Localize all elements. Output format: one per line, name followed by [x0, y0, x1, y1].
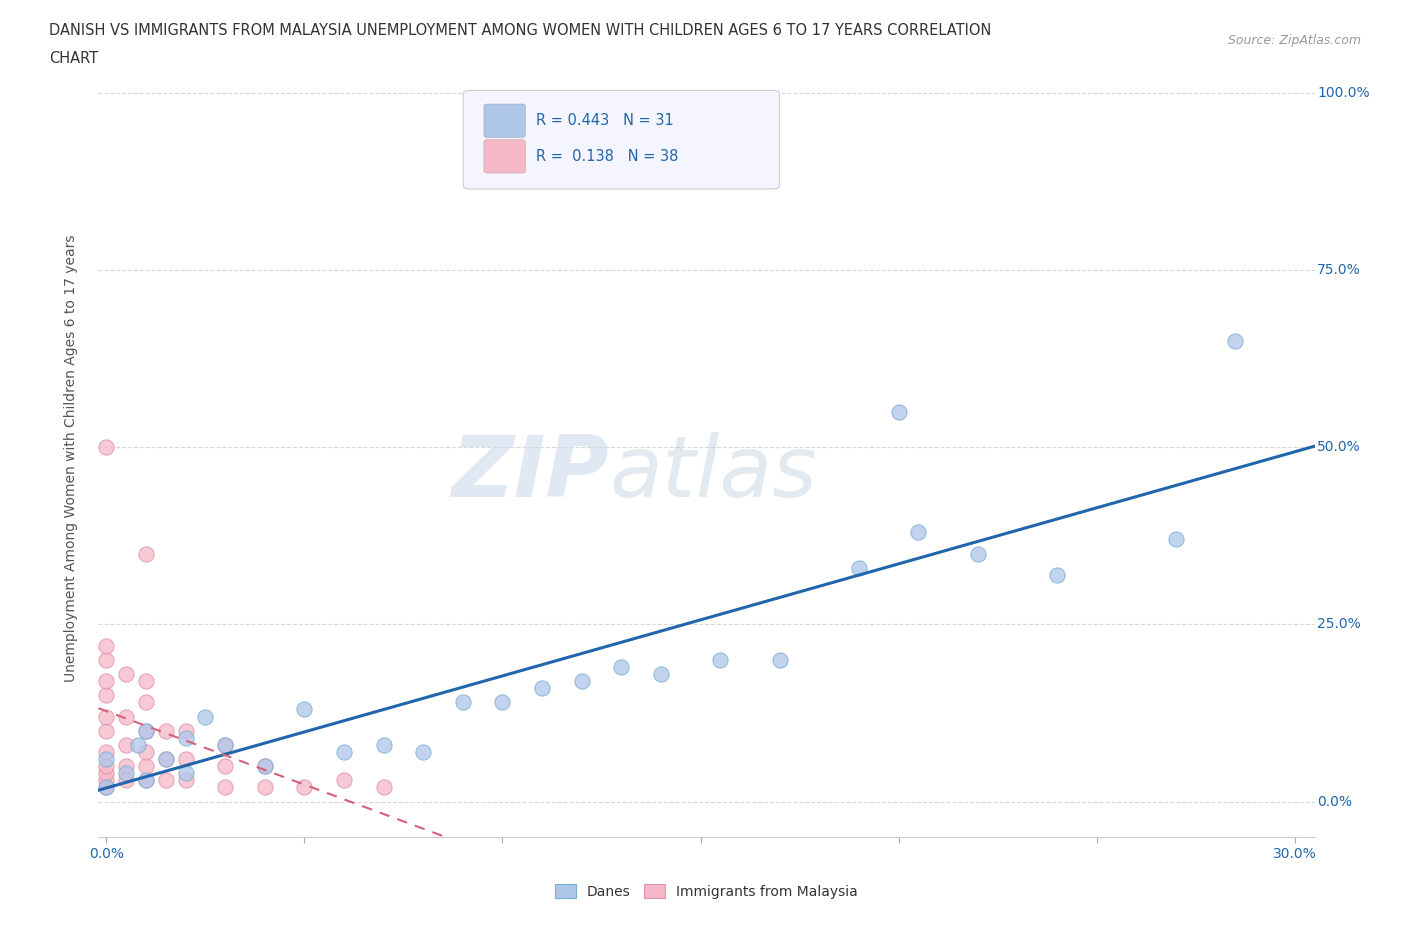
Point — [333, 745, 356, 760]
Point — [412, 745, 434, 760]
Point — [96, 773, 118, 788]
Point — [135, 773, 157, 788]
Point — [115, 773, 138, 788]
Point — [451, 695, 474, 710]
Text: 0.0%: 0.0% — [1317, 794, 1353, 808]
Point — [491, 695, 513, 710]
Point — [96, 724, 118, 738]
Point — [96, 688, 118, 703]
Point — [214, 780, 236, 795]
Text: CHART: CHART — [49, 51, 98, 66]
Point — [907, 525, 929, 539]
Point — [155, 751, 177, 766]
Point — [174, 751, 197, 766]
Point — [214, 737, 236, 752]
Point — [887, 405, 910, 419]
Point — [373, 780, 395, 795]
Y-axis label: Unemployment Among Women with Children Ages 6 to 17 years: Unemployment Among Women with Children A… — [63, 234, 77, 682]
Point — [96, 765, 118, 780]
Text: R = 0.443   N = 31: R = 0.443 N = 31 — [536, 113, 673, 128]
Point — [214, 759, 236, 774]
Point — [135, 546, 157, 561]
Point — [115, 737, 138, 752]
Point — [571, 673, 593, 688]
Text: 25.0%: 25.0% — [1317, 618, 1361, 631]
Point — [1225, 334, 1247, 349]
Point — [1046, 567, 1069, 582]
Point — [135, 724, 157, 738]
Point — [135, 695, 157, 710]
Point — [848, 561, 870, 576]
Point — [610, 659, 633, 674]
Point — [253, 780, 276, 795]
Point — [769, 653, 792, 668]
Point — [115, 765, 138, 780]
Point — [96, 653, 118, 668]
Text: R =  0.138   N = 38: R = 0.138 N = 38 — [536, 149, 679, 164]
Point — [135, 724, 157, 738]
Text: ZIP: ZIP — [451, 432, 609, 514]
Point — [115, 759, 138, 774]
Point — [115, 710, 138, 724]
Point — [135, 773, 157, 788]
Point — [135, 745, 157, 760]
Point — [531, 681, 554, 696]
Point — [127, 737, 149, 752]
FancyBboxPatch shape — [484, 140, 526, 173]
Point — [155, 724, 177, 738]
Point — [650, 667, 672, 682]
Point — [96, 673, 118, 688]
Point — [253, 759, 276, 774]
Point — [96, 780, 118, 795]
FancyBboxPatch shape — [464, 90, 779, 189]
Point — [174, 724, 197, 738]
Point — [96, 710, 118, 724]
Point — [135, 759, 157, 774]
FancyBboxPatch shape — [484, 104, 526, 138]
Point — [967, 546, 990, 561]
Point — [709, 653, 731, 668]
Point — [174, 765, 197, 780]
Point — [96, 745, 118, 760]
Text: Source: ZipAtlas.com: Source: ZipAtlas.com — [1227, 34, 1361, 47]
Point — [174, 773, 197, 788]
Point — [96, 759, 118, 774]
Point — [294, 780, 316, 795]
Point — [155, 773, 177, 788]
Text: DANISH VS IMMIGRANTS FROM MALAYSIA UNEMPLOYMENT AMONG WOMEN WITH CHILDREN AGES 6: DANISH VS IMMIGRANTS FROM MALAYSIA UNEMP… — [49, 23, 991, 38]
Point — [373, 737, 395, 752]
Point — [115, 667, 138, 682]
Point — [253, 759, 276, 774]
Point — [96, 780, 118, 795]
Point — [333, 773, 356, 788]
Point — [135, 673, 157, 688]
Text: 75.0%: 75.0% — [1317, 263, 1361, 277]
Text: 50.0%: 50.0% — [1317, 441, 1361, 455]
Point — [96, 440, 118, 455]
Point — [294, 702, 316, 717]
Point — [1164, 532, 1187, 547]
Point — [214, 737, 236, 752]
Point — [96, 751, 118, 766]
Point — [194, 710, 217, 724]
Text: 100.0%: 100.0% — [1317, 86, 1369, 100]
Point — [96, 638, 118, 653]
Point — [174, 730, 197, 745]
Text: atlas: atlas — [609, 432, 817, 514]
Legend: Danes, Immigrants from Malaysia: Danes, Immigrants from Malaysia — [548, 877, 865, 906]
Point — [155, 751, 177, 766]
